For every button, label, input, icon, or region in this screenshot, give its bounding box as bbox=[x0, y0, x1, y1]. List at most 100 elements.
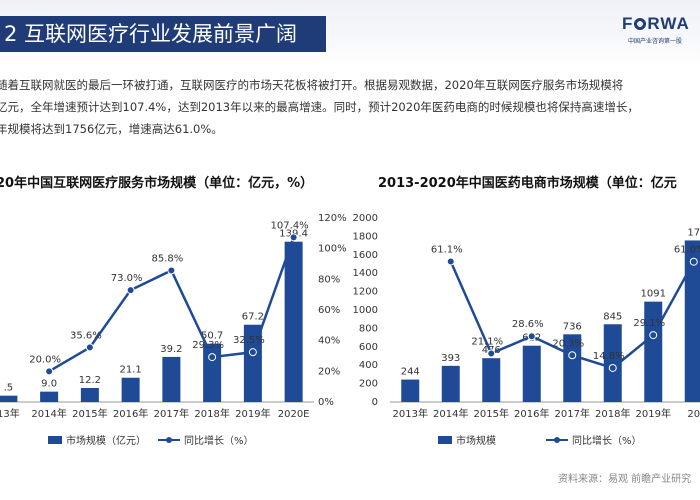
right-growth-point bbox=[649, 331, 658, 340]
left-bar bbox=[203, 343, 222, 402]
left-bar-value-label: 12.2 bbox=[79, 375, 101, 386]
left-x-tick: 2015年 bbox=[72, 407, 107, 420]
logo-wordmark: F RWA bbox=[622, 14, 690, 33]
description-line: 随着互联网就医的最后一环被打通，互联网医疗的市场天花板将被打开。根据易观数据，2… bbox=[0, 78, 624, 92]
title-bar bbox=[0, 16, 326, 52]
left-bar-value-label: 67.2 bbox=[242, 312, 264, 323]
left-bar bbox=[80, 387, 99, 402]
left-x-tick: 2014年 bbox=[31, 407, 66, 420]
logo-ring-icon bbox=[634, 18, 647, 30]
left-x-tick: 2020E bbox=[278, 409, 310, 420]
right-bar bbox=[563, 334, 582, 402]
left-growth-point bbox=[167, 266, 176, 275]
left-chart-title: 20年中国互联网医疗服务市场规模（单位：亿元，%） bbox=[0, 176, 314, 191]
left-y-right-tick: 80% bbox=[318, 274, 340, 285]
left-growth-point bbox=[208, 353, 217, 362]
right-growth-point bbox=[689, 257, 698, 266]
right-x-tick: 2018年 bbox=[595, 407, 630, 420]
left-bar bbox=[0, 395, 18, 402]
source-note: 资料来源：易观 前瞻产业研究 bbox=[558, 474, 692, 485]
right-bar bbox=[684, 240, 700, 402]
right-x-tick: 20 bbox=[687, 409, 700, 420]
right-bar bbox=[441, 365, 460, 402]
right-growth-point bbox=[446, 257, 455, 266]
left-legend-line-marker bbox=[166, 437, 172, 443]
left-bar-value-label: 9.0 bbox=[41, 379, 57, 390]
right-bar-value-label: 1091 bbox=[641, 289, 666, 300]
right-bar bbox=[482, 358, 501, 402]
left-y-right-tick: 100% bbox=[318, 244, 347, 255]
right-growth-label: 61.0% bbox=[674, 245, 700, 256]
right-legend-bar-swatch bbox=[438, 436, 452, 444]
right-bar-value-label: 736 bbox=[563, 321, 582, 332]
logo: F RWA 中国产业咨询第一股 bbox=[622, 14, 700, 48]
right-growth-label: 21.1% bbox=[471, 336, 503, 347]
left-x-tick: 2019年 bbox=[235, 407, 270, 420]
right-x-tick: 2019年 bbox=[636, 407, 671, 420]
left-bar-value-label: 50.7 bbox=[201, 331, 223, 342]
right-x-tick: 2014年 bbox=[433, 407, 468, 420]
left-bar-value-label: 21.1 bbox=[119, 365, 141, 376]
left-growth-label: 29.3% bbox=[192, 340, 224, 351]
left-legend-line-label: 同比增长（%） bbox=[184, 434, 254, 447]
left-y-right-tick: 60% bbox=[318, 305, 340, 316]
right-x-tick: 2013年 bbox=[393, 407, 428, 420]
page-title: 2 互联网医疗行业发展前景广阔 bbox=[4, 22, 298, 46]
right-x-tick: 2017年 bbox=[555, 407, 590, 420]
right-chart: 0 200 400 600 800 1000 1200 1400 1600 1800 2000 244… bbox=[353, 213, 700, 447]
logo-subtitle: 中国产业咨询第一股 bbox=[628, 38, 683, 45]
right-bar bbox=[522, 345, 541, 402]
right-legend-line-label: 同比增长（%） bbox=[572, 434, 642, 447]
right-y-left-tick: 1800 bbox=[353, 231, 378, 242]
right-growth-label: 29.1% bbox=[633, 318, 665, 329]
left-growth-label: 32.5% bbox=[233, 335, 265, 346]
right-bar-value-label: 845 bbox=[603, 311, 622, 322]
right-y-left-tick: 1400 bbox=[353, 268, 378, 279]
right-y-left-tick: 1600 bbox=[353, 250, 378, 261]
right-y-left-tick: 600 bbox=[359, 342, 378, 353]
left-growth-point bbox=[289, 233, 298, 242]
left-y-right-tick: 120% bbox=[318, 213, 347, 224]
left-legend-bar-label: 市场规模（亿元） bbox=[66, 434, 146, 447]
left-bar-value-label: 39.2 bbox=[160, 344, 182, 355]
right-growth-label: 14.8% bbox=[593, 351, 625, 362]
right-y-left-tick: 1000 bbox=[353, 305, 378, 316]
left-legend-bar-swatch bbox=[48, 436, 62, 444]
left-bar-value-label: .5 bbox=[4, 383, 14, 394]
left-growth-label: 35.6% bbox=[70, 330, 102, 341]
left-growth-label: 73.0% bbox=[111, 273, 143, 284]
right-y-left-tick: 1200 bbox=[353, 287, 378, 298]
right-growth-label: 20.3% bbox=[552, 338, 584, 349]
description-line: 亿元，全年增速预计达到107.4%，达到2013年以来的最高增速。同时，预计20… bbox=[0, 100, 639, 114]
left-bar bbox=[284, 241, 303, 402]
right-x-tick: 2015年 bbox=[474, 407, 509, 420]
right-bar-value-label: 17 bbox=[687, 227, 700, 238]
left-x-tick: 2018年 bbox=[194, 407, 229, 420]
left-bar bbox=[121, 377, 140, 402]
right-y-left-tick: 200 bbox=[359, 379, 378, 390]
right-bar-value-label: 244 bbox=[401, 367, 420, 378]
left-chart: 0% 20% 40% 60% 80% 100% 120% .5 9.0 12.2 21.1 39.2 5… bbox=[0, 213, 347, 447]
left-growth-label: 85.8% bbox=[151, 253, 183, 264]
left-y-right-tick: 40% bbox=[318, 336, 340, 347]
right-growth-point bbox=[568, 351, 577, 360]
right-y-left-tick: 800 bbox=[359, 323, 378, 334]
right-growth-label: 61.1% bbox=[431, 244, 463, 255]
left-x-tick: 13年 bbox=[0, 407, 20, 420]
left-growth-label: 107.4% bbox=[271, 220, 309, 231]
right-chart-title: 2013-2020年中国医药电商市场规模（单位：亿元 bbox=[378, 176, 677, 191]
left-x-tick: 2016年 bbox=[113, 407, 148, 420]
right-growth-label: 28.6% bbox=[512, 319, 544, 330]
right-y-left-tick: 0 bbox=[372, 397, 378, 408]
left-x-tick: 2017年 bbox=[154, 407, 189, 420]
left-bar bbox=[243, 324, 262, 402]
right-growth-point bbox=[608, 363, 617, 372]
left-growth-point bbox=[45, 367, 54, 376]
left-bar bbox=[162, 356, 181, 402]
right-y-left-tick: 400 bbox=[359, 360, 378, 371]
right-bar bbox=[644, 301, 663, 402]
left-growth-point bbox=[85, 343, 94, 352]
description: 随着互联网就医的最后一环被打通，互联网医疗的市场天花板将被打开。根据易观数据，2… bbox=[0, 74, 700, 140]
right-y-left-tick: 2000 bbox=[353, 213, 378, 224]
left-bar bbox=[40, 391, 59, 402]
